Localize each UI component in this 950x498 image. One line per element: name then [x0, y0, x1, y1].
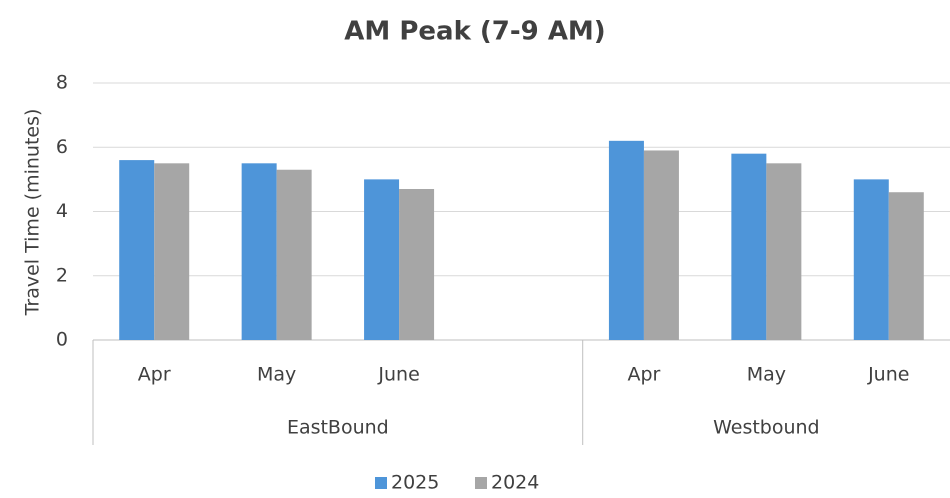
- y-tick-label: 0: [56, 329, 68, 351]
- y-tick-label: 4: [56, 200, 68, 222]
- y-tick-label: 2: [56, 264, 68, 286]
- group-label: Westbound: [713, 417, 820, 439]
- x-tick-label: Apr: [138, 364, 171, 386]
- bar: [119, 160, 155, 340]
- bar: [766, 163, 802, 340]
- legend-label: 2025: [391, 472, 439, 494]
- bar: [643, 150, 679, 340]
- legend-label: 2024: [491, 472, 539, 494]
- bar: [608, 140, 644, 340]
- group-label: EastBound: [287, 417, 389, 439]
- x-tick-label: June: [867, 364, 909, 386]
- bar: [731, 153, 767, 340]
- bar: [888, 192, 924, 340]
- bar: [853, 179, 889, 340]
- bar: [154, 163, 190, 340]
- bar: [364, 179, 400, 340]
- chart-title: AM Peak (7-9 AM): [344, 17, 605, 47]
- bar: [399, 189, 435, 340]
- x-tick-label: May: [257, 364, 296, 386]
- y-axis-label: Travel Time (minutes): [22, 109, 44, 317]
- x-tick-label: Apr: [627, 364, 660, 386]
- y-tick-label: 6: [56, 136, 68, 158]
- bar: [276, 169, 312, 340]
- x-tick-label: May: [747, 364, 786, 386]
- x-tick-label: June: [377, 364, 419, 386]
- bar: [241, 163, 277, 340]
- y-tick-label: 8: [56, 72, 68, 94]
- legend-swatch: [375, 477, 387, 489]
- legend-swatch: [475, 477, 487, 489]
